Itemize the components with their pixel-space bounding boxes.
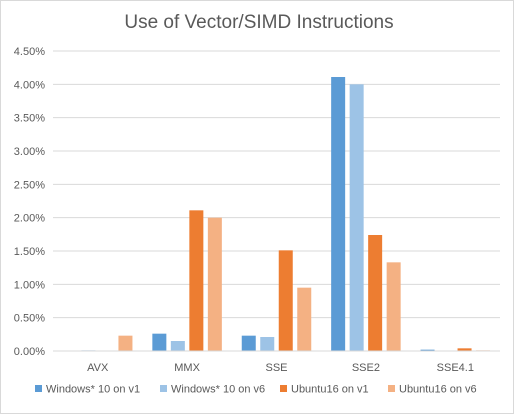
bar — [189, 210, 204, 351]
legend-swatch — [160, 385, 167, 392]
bar — [241, 335, 256, 351]
y-tick-label: 2.00% — [14, 213, 45, 225]
y-tick-label: 4.00% — [14, 79, 45, 91]
y-tick-label: 3.00% — [14, 146, 45, 158]
bar — [297, 287, 312, 351]
bar — [420, 349, 435, 351]
legend-label: Windows* 10 on v6 — [171, 384, 265, 396]
bar — [331, 77, 346, 351]
x-tick-label: SSE — [265, 362, 287, 374]
legend-swatch — [388, 385, 395, 392]
bar — [349, 84, 364, 351]
gridlines — [53, 50, 500, 319]
bar — [207, 217, 222, 351]
bar — [260, 337, 275, 351]
x-tick-label: SSE2 — [352, 362, 380, 374]
bar — [368, 235, 383, 351]
bar — [118, 335, 133, 351]
legend-swatch — [35, 385, 42, 392]
y-tick-label: 0.50% — [14, 313, 45, 325]
legend-label: Windows* 10 on v1 — [46, 384, 140, 396]
x-axis-ticks: AVX MMX SSE SSE2 SSE4.1 — [87, 362, 474, 374]
y-tick-label: 1.00% — [14, 279, 45, 291]
chart-title: Use of Vector/SIMD Instructions — [124, 12, 393, 33]
bar-series — [81, 77, 491, 351]
y-tick-label: 3.50% — [14, 113, 45, 125]
bar — [278, 250, 293, 351]
y-tick-label: 1.50% — [14, 246, 45, 258]
legend: Windows* 10 on v1 Windows* 10 on v6 Ubuntu… — [35, 384, 477, 396]
bar — [152, 333, 167, 351]
x-tick-label: SSE4.1 — [437, 362, 474, 374]
y-tick-label: 4.50% — [14, 46, 45, 58]
y-tick-label: 0.00% — [14, 346, 45, 358]
bar — [170, 341, 185, 351]
bar — [386, 262, 401, 351]
legend-label: Ubuntu16 on v1 — [291, 384, 369, 396]
x-tick-label: MMX — [174, 362, 200, 374]
bar — [457, 348, 472, 351]
x-tick-label: AVX — [87, 362, 109, 374]
legend-swatch — [280, 385, 287, 392]
y-tick-label: 2.50% — [14, 179, 45, 191]
y-axis-ticks: 0.00% 0.50% 1.00% 1.50% 2.00% 2.50% 3.00% 3.50%… — [14, 46, 45, 358]
legend-label: Ubuntu16 on v6 — [399, 384, 477, 396]
